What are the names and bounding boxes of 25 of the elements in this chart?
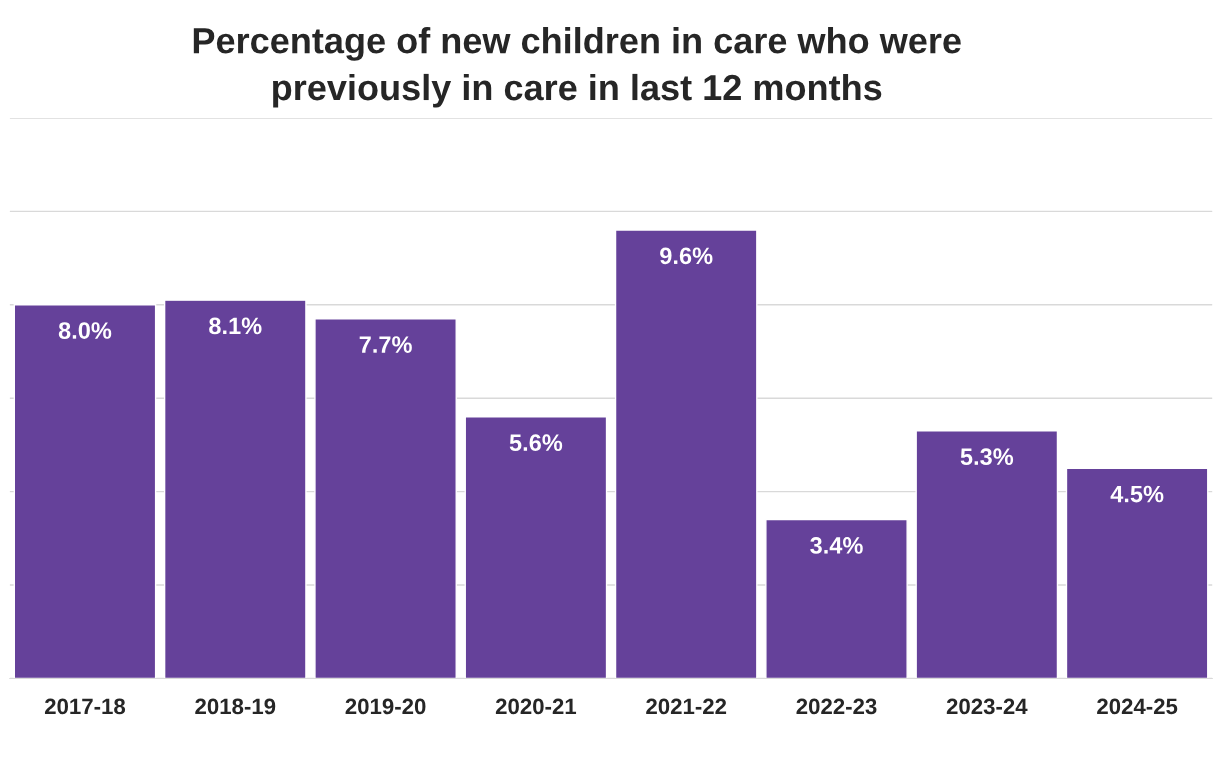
bar bbox=[614, 229, 758, 679]
data-label: 8.1% bbox=[209, 317, 262, 335]
x-tick-label: 2017-18 bbox=[44, 698, 126, 715]
bar bbox=[1065, 467, 1209, 679]
x-tick-label: 2020-21 bbox=[495, 698, 577, 715]
x-tick-label: 2022-23 bbox=[796, 698, 877, 715]
bar bbox=[163, 299, 307, 679]
x-tick-label: 2024-25 bbox=[1097, 698, 1178, 715]
bar bbox=[13, 304, 157, 679]
data-label: 5.3% bbox=[960, 448, 1014, 466]
bar bbox=[765, 518, 908, 679]
data-label: 5.6% bbox=[509, 434, 563, 452]
chart-title: Percentage of new children in care who were previously in care in last 12 months bbox=[193, 26, 961, 108]
x-tick-label: 2021-22 bbox=[646, 698, 727, 715]
data-label: 8.0% bbox=[58, 322, 112, 339]
x-tick-label: 2018-19 bbox=[195, 698, 276, 715]
x-tick-label: 2019-20 bbox=[345, 698, 426, 715]
x-tick-label: 2023-24 bbox=[946, 698, 1028, 715]
data-label: 7.7% bbox=[359, 336, 412, 353]
bar bbox=[915, 430, 1059, 679]
data-label: 3.4% bbox=[810, 537, 863, 554]
bar bbox=[464, 416, 608, 679]
data-label: 4.5% bbox=[1110, 485, 1164, 503]
bar bbox=[314, 318, 457, 679]
data-label: 9.6% bbox=[660, 247, 713, 265]
